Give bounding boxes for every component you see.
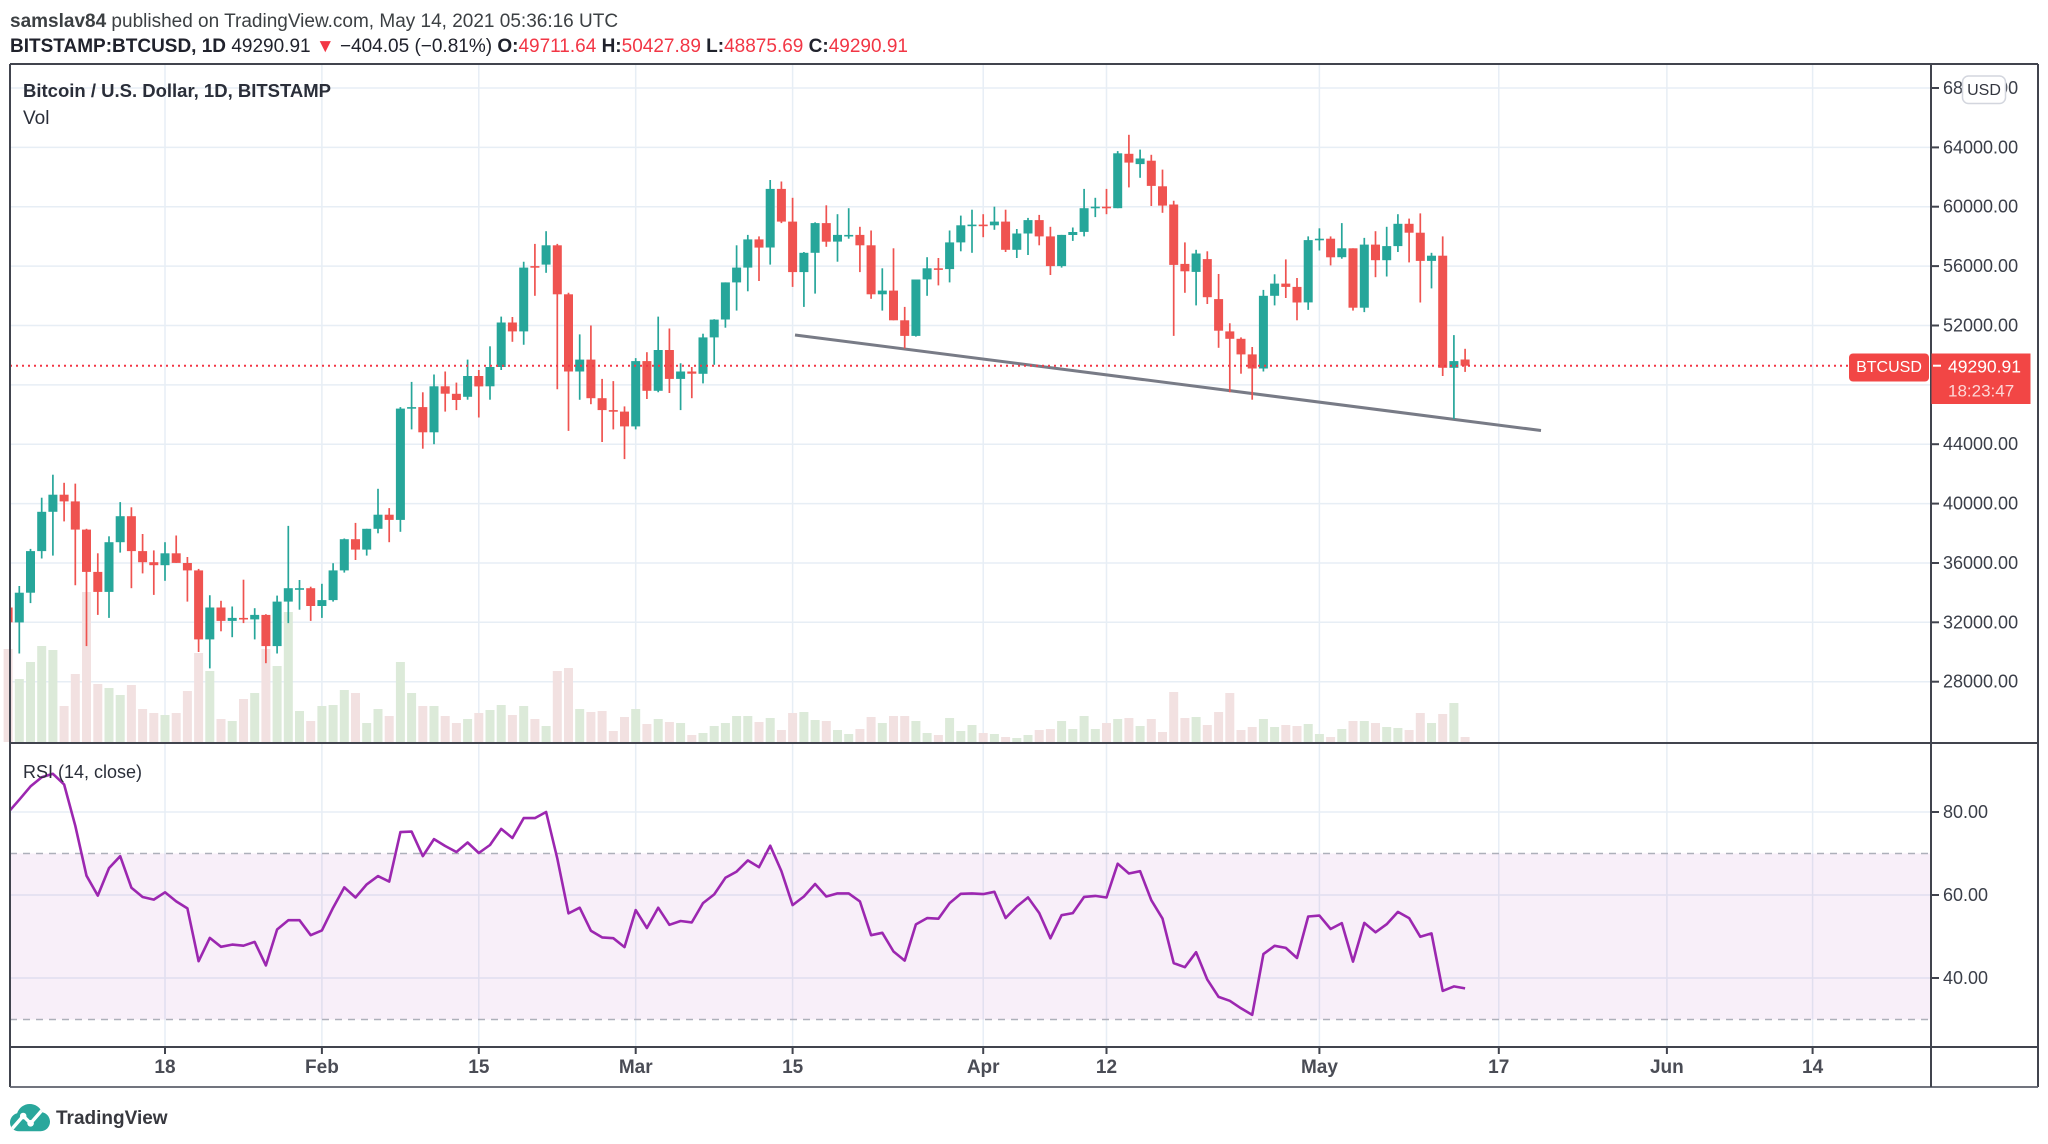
svg-text:32000.00: 32000.00	[1943, 612, 2018, 632]
svg-text:Bitcoin / U.S. Dollar, 1D, BIT: Bitcoin / U.S. Dollar, 1D, BITSTAMP	[23, 80, 331, 101]
svg-text:Apr: Apr	[967, 1057, 1000, 1078]
svg-text:18: 18	[154, 1057, 175, 1078]
svg-text:TradingView: TradingView	[56, 1108, 168, 1129]
svg-text:60000.00: 60000.00	[1943, 197, 2018, 217]
svg-text:36000.00: 36000.00	[1943, 553, 2018, 573]
svg-text:Jun: Jun	[1650, 1057, 1684, 1078]
svg-text:samslav84 published on Trading: samslav84 published on TradingView.com, …	[10, 11, 618, 32]
svg-text:12: 12	[1096, 1057, 1117, 1078]
svg-text:14: 14	[1802, 1057, 1824, 1078]
svg-text:15: 15	[468, 1057, 490, 1078]
svg-text:56000.00: 56000.00	[1943, 256, 2018, 276]
svg-text:60.00: 60.00	[1943, 885, 1988, 905]
svg-text:May: May	[1301, 1057, 1338, 1078]
svg-text:BITSTAMP:BTCUSD, 1D 49290.91 ▼: BITSTAMP:BTCUSD, 1D 49290.91 ▼ −404.05 (…	[10, 36, 908, 57]
svg-text:Feb: Feb	[305, 1057, 339, 1078]
svg-text:USD: USD	[1967, 82, 2001, 99]
svg-text:80.00: 80.00	[1943, 802, 1988, 822]
svg-text:15: 15	[782, 1057, 804, 1078]
svg-text:44000.00: 44000.00	[1943, 434, 2018, 454]
svg-text:40.00: 40.00	[1943, 968, 1988, 988]
svg-text:17: 17	[1488, 1057, 1509, 1078]
svg-text:40000.00: 40000.00	[1943, 494, 2018, 514]
svg-text:49290.91: 49290.91	[1948, 357, 2021, 377]
svg-text:64000.00: 64000.00	[1943, 137, 2018, 157]
svg-text:28000.00: 28000.00	[1943, 672, 2018, 692]
svg-text:RSI (14, close): RSI (14, close)	[23, 762, 142, 782]
svg-text:52000.00: 52000.00	[1943, 316, 2018, 336]
svg-text:Vol: Vol	[23, 108, 49, 129]
svg-text:18:23:47: 18:23:47	[1948, 382, 2014, 401]
svg-text:Mar: Mar	[619, 1057, 653, 1078]
svg-text:BTCUSD: BTCUSD	[1856, 359, 1922, 376]
